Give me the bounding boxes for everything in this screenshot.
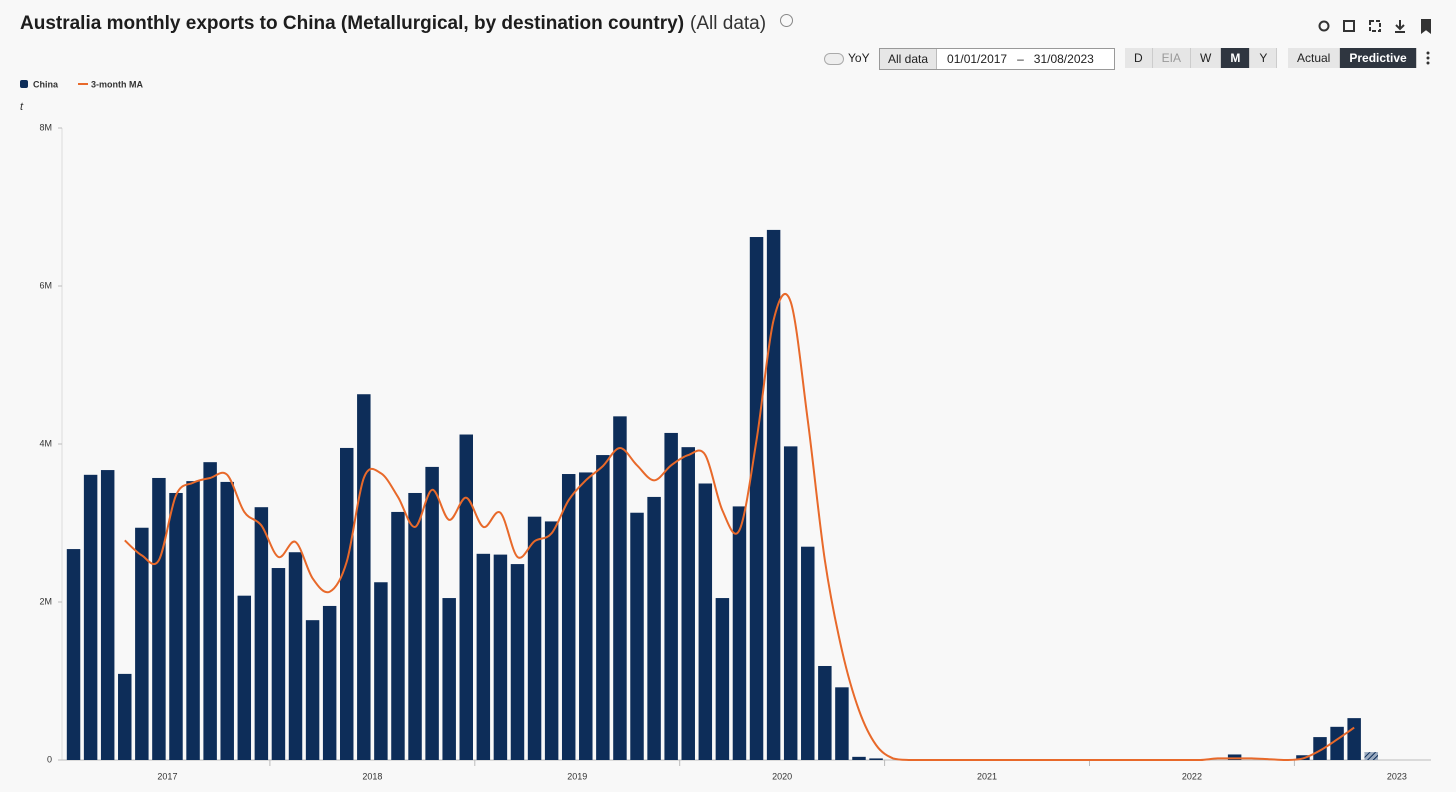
bar [766,229,781,760]
scope-label: (All data) [690,13,767,34]
bar [391,511,405,760]
bar [681,447,695,760]
y-tick-label: 0 [47,754,52,764]
bar [66,549,81,760]
bar [271,568,286,760]
frequency-button[interactable]: M [1221,48,1251,68]
bar [203,462,217,760]
x-tick-label: 2023 [1387,771,1407,781]
y-tick-label: 6M [39,280,52,290]
bar [1330,726,1344,760]
bar [459,434,473,760]
bar [288,552,303,760]
bar [596,455,610,760]
bar [254,507,269,760]
date-separator: – [1017,52,1024,66]
bar [664,432,678,760]
bar [630,512,644,760]
bar [715,598,730,760]
bar [118,673,132,760]
frequency-button[interactable]: Y [1250,48,1278,68]
mode-button[interactable]: Predictive [1340,48,1417,68]
bar [186,481,200,760]
x-tick-label: 2017 [157,771,177,781]
y-tick-label: 8M [39,122,52,132]
bar [322,605,337,760]
bar [220,481,234,760]
bar [152,477,166,760]
bar [1347,718,1361,760]
bar [100,470,115,760]
bar [442,598,456,760]
all-data-button[interactable]: All data [880,49,938,69]
bar [869,758,883,760]
mode-button[interactable]: Actual [1288,48,1341,68]
edit-icon[interactable] [1343,20,1355,32]
date-range[interactable]: All data 01/01/2017 – 31/08/2023 [879,48,1115,70]
bookmark-icon[interactable] [1421,19,1431,34]
legend-label: 3-month MA [91,79,143,89]
legend-swatch [20,80,28,88]
mode-group: Actual Predictive [1288,48,1417,68]
y-tick-label: 2M [39,596,52,606]
bar [698,483,713,760]
yoy-label[interactable]: YoY [848,51,870,65]
frequency-button[interactable]: D [1125,48,1153,68]
bar [1227,754,1242,760]
bar [647,496,661,760]
bar [749,237,764,760]
bar [169,492,183,760]
bar [732,506,747,760]
bar [818,665,832,760]
bar [510,564,525,760]
start-date[interactable]: 01/01/2017 [947,52,1008,66]
bar [544,521,559,760]
x-tick-label: 2020 [772,771,792,781]
x-tick-label: 2018 [362,771,382,781]
frequency-button[interactable]: W [1191,48,1222,68]
toolbar-icons [1318,19,1431,65]
yoy-toggle[interactable] [824,53,844,65]
bar [801,546,815,760]
bar [357,394,371,760]
chart-title: Australia monthly exports to China (Meta… [20,13,685,34]
info-icon[interactable] [780,14,794,27]
legend-label: China [33,79,59,89]
bar [476,553,491,760]
bar [527,516,542,760]
bar [1313,737,1327,760]
x-tick-label: 2019 [567,771,587,781]
bar [783,446,798,760]
x-tick-label: 2021 [977,771,997,781]
bar [374,582,388,760]
bar [135,527,149,760]
menu-icon[interactable] [1426,51,1430,65]
unit-label: t [20,101,24,113]
bar [1364,752,1378,760]
bar [493,554,508,760]
ma-line [124,293,1355,762]
bar [340,447,354,760]
bar [561,474,576,760]
frequency-group: D EIA W M Y [1125,48,1278,68]
bar [83,474,98,760]
bar [305,620,320,760]
chart-header: Australia monthly exports to China (Meta… [20,13,794,35]
bar [425,466,439,760]
x-tick-label: 2022 [1182,771,1202,781]
bar [237,595,252,760]
bar [852,756,866,760]
refresh-icon[interactable] [1318,20,1330,32]
download-icon[interactable] [1395,20,1405,33]
bar [835,687,849,760]
y-tick-label: 4M [39,438,52,448]
end-date[interactable]: 31/08/2023 [1033,52,1094,66]
bar [613,416,627,760]
bar [408,492,422,760]
bar [579,472,593,760]
layout-icon[interactable] [1369,20,1381,32]
frequency-button[interactable]: EIA [1152,48,1192,68]
